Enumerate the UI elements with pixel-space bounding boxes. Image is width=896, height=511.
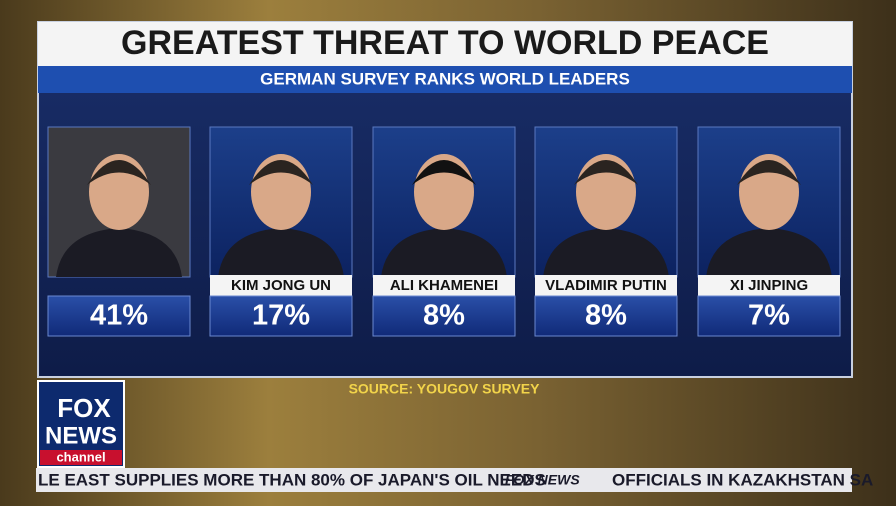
percent-box xyxy=(372,295,516,337)
percent-box xyxy=(47,295,191,337)
leader-name: VLADIMIR PUTIN xyxy=(545,277,667,294)
photo-body xyxy=(381,228,507,277)
name-strip xyxy=(698,275,840,296)
leader-name: ALI KHAMENEI xyxy=(390,277,498,294)
photo-hair xyxy=(412,160,476,185)
ticker-brand: FOX NEWS xyxy=(505,472,580,488)
subtitle-band xyxy=(38,66,852,93)
title: GREATEST THREAT TO WORLD PEACE xyxy=(121,24,769,62)
name-strip xyxy=(373,275,515,296)
ticker-bar xyxy=(36,468,852,492)
leader-name: XI JINPING xyxy=(730,277,808,294)
leader-name: KIM JONG UN xyxy=(231,277,331,294)
ticker-text: LE EAST SUPPLIES MORE THAN 80% OF JAPAN'… xyxy=(38,470,546,489)
photo-hair xyxy=(87,160,151,185)
ticker-text: OFFICIALS IN KAZAKHSTAN SA xyxy=(612,470,873,489)
panels: 41% KIM JONG UN 17% ALI KHAMENEI 8% VLADIMIR … xyxy=(47,126,841,337)
logo-text: FOX xyxy=(57,393,111,423)
name-strip xyxy=(210,275,352,296)
percent: 8% xyxy=(585,300,627,332)
photo-body xyxy=(706,228,832,277)
photo-hair xyxy=(737,160,801,185)
percent-box xyxy=(534,295,678,337)
logo: FOX NEWS channel xyxy=(37,380,125,468)
percent-box xyxy=(697,295,841,337)
photo-body xyxy=(56,228,182,277)
logo-strip xyxy=(40,450,122,465)
percent: 41% xyxy=(90,300,148,332)
photo-hair xyxy=(249,160,313,185)
percent: 8% xyxy=(423,300,465,332)
name-strip xyxy=(535,275,677,296)
photo-body xyxy=(543,228,669,277)
logo-text: NEWS xyxy=(45,422,117,449)
subtitle: GERMAN SURVEY RANKS WORLD LEADERS xyxy=(260,69,630,88)
percent: 7% xyxy=(748,300,790,332)
photo-hair xyxy=(574,160,638,185)
percent: 17% xyxy=(252,300,310,332)
percent-box xyxy=(209,295,353,337)
title-band xyxy=(38,22,852,66)
photo-body xyxy=(218,228,344,277)
source: SOURCE: YOUGOV SURVEY xyxy=(349,381,541,397)
logo-text: channel xyxy=(56,449,105,464)
